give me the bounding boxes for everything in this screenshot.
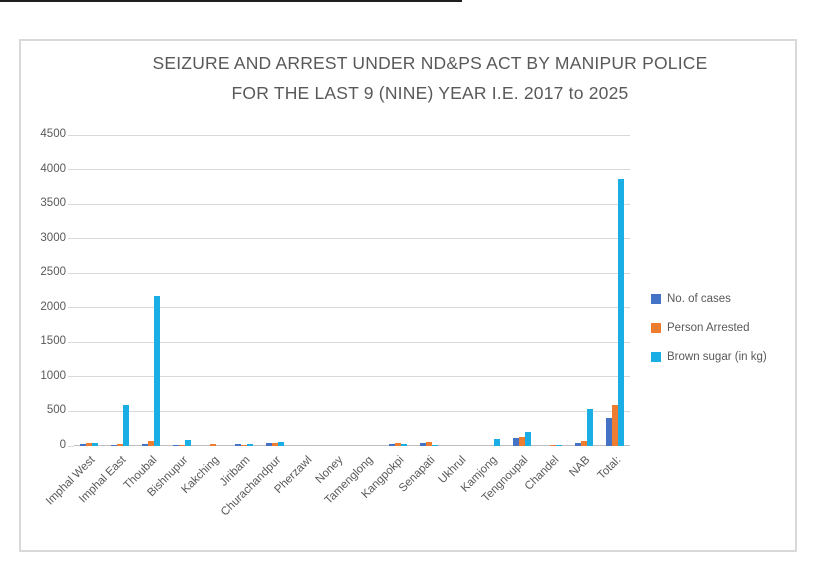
y-tick-mark [68,203,74,205]
bar [389,443,396,446]
y-axis-tick-label: 4500 [40,128,66,140]
y-axis-tick-label: 4000 [40,162,66,175]
gridline [74,341,630,343]
legend-label: Brown sugar (in kg) [667,351,767,363]
bar-group [234,443,253,446]
bar [494,439,500,446]
bar [154,296,161,446]
bar-group [142,296,161,446]
y-tick-mark [68,445,74,447]
bar [117,443,124,446]
bar-group [173,440,192,446]
bar [574,442,581,446]
bar-group [574,409,593,446]
bar-group [111,404,130,446]
bar [524,432,531,446]
y-axis-tick-label: 1000 [40,369,66,382]
chart-frame [19,39,797,552]
bar [173,445,180,446]
bar [555,444,562,446]
y-axis-tick-label: 3500 [40,197,66,210]
legend-label: No. of cases [667,293,731,305]
bar [185,440,192,446]
bar-group [204,444,222,446]
gridline [74,376,630,378]
bar [395,442,402,446]
bar [179,444,186,446]
bar [420,443,427,446]
bar [580,440,587,446]
legend: No. of cases Person Arrested Brown sugar (… [651,293,767,363]
bar-group [265,442,284,446]
y-tick-mark [68,307,74,309]
x-axis-line [74,445,630,446]
bar-group [544,444,562,446]
gridline [74,238,630,240]
gridline [74,203,630,205]
gridline [74,307,630,309]
bar-group [80,443,99,446]
bar [80,444,87,446]
bar [432,444,439,446]
gridline [74,410,630,412]
y-tick-mark [68,376,74,378]
bar [549,444,556,446]
y-axis-tick-label: 2000 [40,300,66,313]
y-tick-mark [68,341,74,343]
legend-marker-icon [651,352,661,362]
bar [86,443,93,446]
bar [148,440,155,446]
bar [586,409,593,446]
y-tick-mark [68,169,74,171]
y-axis-tick-label: 2500 [40,266,66,279]
bar [512,438,519,446]
legend-item: Person Arrested [651,322,767,334]
legend-item: Brown sugar (in kg) [651,351,767,363]
bar [240,444,247,446]
bar [265,443,272,446]
bar [111,444,118,446]
y-axis: 0 500 1000 1500 2000 2500 3000 3500 4000 4500 [0,128,66,451]
legend-item: No. of cases [651,293,767,305]
bar [123,404,130,446]
plot-area: Imphal West Imphal East Thoubal Bishnupur Ka… [44,134,630,519]
bar [271,442,278,446]
bar [210,444,216,446]
window-top-edge [0,0,462,2]
bar [92,443,99,446]
bar [605,418,612,446]
bar [611,404,618,446]
y-axis-tick-label: 500 [46,404,66,417]
y-tick-mark [68,134,74,136]
bar-group [482,439,500,446]
gridline [74,134,630,136]
y-axis-tick-label: 0 [59,439,66,451]
y-axis-tick-label: 1500 [40,335,66,348]
bar-group [420,441,439,446]
y-tick-mark [68,272,74,274]
legend-marker-icon [651,294,661,304]
legend-marker-icon [651,323,661,333]
bar [234,444,241,446]
bar [617,179,624,446]
bar [401,444,408,446]
bar [277,442,284,446]
chart-title-line2: FOR THE LAST 9 (NINE) YEAR I.E. 2017 to … [231,83,629,103]
bar-group [512,432,531,446]
bar [246,443,253,446]
bar-group [389,442,408,446]
y-tick-mark [68,238,74,240]
bar [142,443,149,446]
bar [426,441,433,446]
legend-label: Person Arrested [667,322,750,334]
gridline [74,169,630,171]
bar-group [605,179,624,446]
y-axis-tick-label: 3000 [40,231,66,244]
bar [518,437,525,446]
gridline [74,272,630,274]
chart-title-line1: SEIZURE AND ARREST UNDER ND&PS ACT BY MA… [152,53,708,73]
chart-title: SEIZURE AND ARREST UNDER ND&PS ACT BY MA… [19,48,797,108]
y-tick-mark [68,410,74,412]
